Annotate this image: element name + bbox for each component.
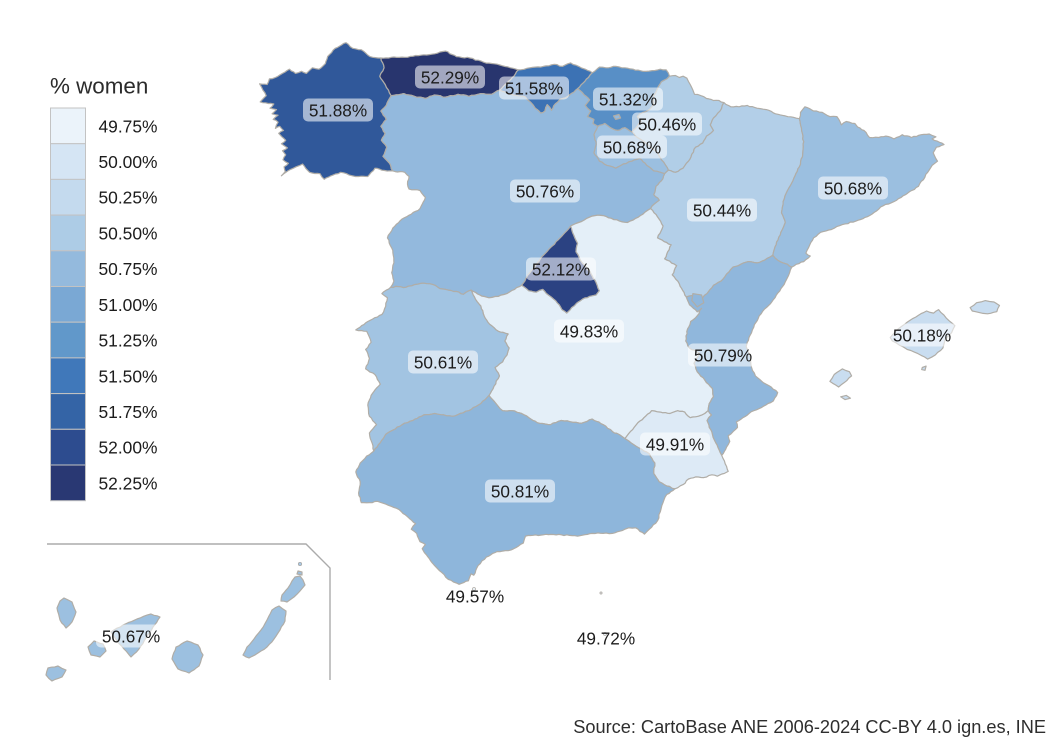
svg-text:50.61%: 50.61% [414,353,472,373]
svg-text:50.25%: 50.25% [99,188,158,208]
svg-text:Source: CartoBase ANE 2006-202: Source: CartoBase ANE 2006-2024 CC-BY 4.… [573,717,1046,737]
svg-text:50.79%: 50.79% [694,346,752,366]
svg-text:50.00%: 50.00% [99,152,158,172]
svg-text:51.00%: 51.00% [99,295,158,315]
svg-text:49.72%: 49.72% [577,629,635,649]
svg-text:50.68%: 50.68% [824,179,882,199]
svg-text:52.12%: 52.12% [532,260,590,280]
svg-text:49.75%: 49.75% [99,116,158,136]
svg-text:51.75%: 51.75% [99,402,158,422]
svg-text:50.44%: 50.44% [693,201,751,221]
svg-text:50.46%: 50.46% [638,115,696,135]
svg-text:52.00%: 52.00% [99,438,158,458]
svg-text:50.81%: 50.81% [491,482,549,502]
svg-text:50.50%: 50.50% [99,224,158,244]
svg-text:51.25%: 51.25% [99,331,158,351]
svg-text:52.25%: 52.25% [99,473,158,493]
svg-text:50.76%: 50.76% [516,182,574,202]
svg-text:50.75%: 50.75% [99,259,158,279]
svg-text:52.29%: 52.29% [421,68,479,88]
svg-text:51.88%: 51.88% [309,101,367,121]
svg-text:50.18%: 50.18% [893,326,951,346]
svg-text:% women: % women [50,74,148,99]
svg-text:51.50%: 51.50% [99,366,158,386]
svg-text:49.83%: 49.83% [560,322,618,342]
svg-text:51.32%: 51.32% [599,90,657,110]
svg-text:49.57%: 49.57% [446,587,504,607]
svg-text:50.68%: 50.68% [603,138,661,158]
svg-text:49.91%: 49.91% [646,435,704,455]
svg-text:51.58%: 51.58% [505,79,563,99]
svg-text:50.67%: 50.67% [102,627,160,647]
